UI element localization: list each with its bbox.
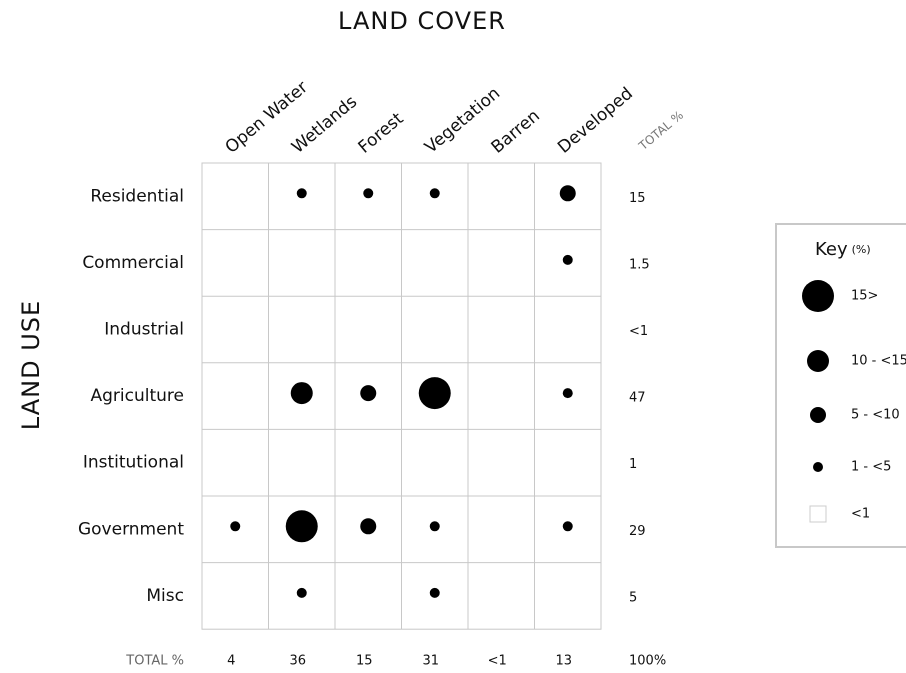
- dot: [230, 521, 241, 532]
- title: LAND COVER: [338, 7, 506, 35]
- row-label: Residential: [90, 186, 184, 206]
- row-total: <1: [629, 324, 648, 339]
- column-label: Barren: [488, 106, 544, 158]
- dot: [290, 382, 313, 405]
- dot: [363, 188, 374, 199]
- row-total: 5: [629, 590, 637, 605]
- key-box: [775, 223, 906, 548]
- column-total: 4: [227, 654, 235, 669]
- y-title: LAND USE: [17, 300, 45, 430]
- dot: [429, 587, 440, 598]
- key-label: 10 - <15: [851, 354, 906, 369]
- row-total: 47: [629, 391, 646, 406]
- dot: [429, 521, 440, 532]
- key-dot: [807, 350, 829, 372]
- dot: [285, 510, 318, 543]
- dot: [429, 188, 440, 199]
- key-unit: (%): [852, 243, 871, 256]
- row-total: 1.5: [629, 257, 650, 272]
- key-square: [809, 505, 827, 523]
- dot: [296, 587, 307, 598]
- row-label: Industrial: [104, 320, 184, 340]
- key-dot: [810, 407, 826, 423]
- key-title: Key (%): [815, 239, 871, 260]
- row-label: Commercial: [82, 253, 184, 273]
- total-header: TOTAL %: [635, 108, 686, 154]
- dot: [559, 185, 576, 202]
- total-row-label: TOTAL %: [125, 654, 184, 669]
- key-title-text: Key: [815, 239, 848, 260]
- dot: [296, 188, 307, 199]
- column-total: 100%: [629, 654, 666, 669]
- row-label: Misc: [146, 586, 184, 606]
- dot: [360, 385, 377, 402]
- row-label: Institutional: [83, 453, 184, 473]
- row-total: 29: [629, 524, 646, 539]
- column-total: 13: [555, 654, 572, 669]
- dot: [562, 254, 573, 265]
- key-label: 5 - <10: [851, 408, 900, 423]
- row-total: 1: [629, 457, 637, 472]
- column-total: <1: [488, 654, 507, 669]
- dot: [562, 388, 573, 399]
- key-label: <1: [851, 507, 870, 522]
- column-total: 31: [422, 654, 439, 669]
- column-total: 15: [356, 654, 373, 669]
- key-dot: [802, 280, 834, 312]
- dot: [360, 518, 377, 535]
- key-label: 15>: [851, 289, 878, 304]
- row-label: Agriculture: [91, 386, 185, 406]
- column-label: Developed: [554, 84, 637, 158]
- column-label: Forest: [355, 109, 408, 158]
- row-label: Government: [78, 519, 184, 539]
- column-total: 36: [289, 654, 306, 669]
- dot: [418, 377, 451, 410]
- row-total: 15: [629, 191, 646, 206]
- dot: [562, 521, 573, 532]
- key-dot: [813, 462, 823, 472]
- key-label: 1 - <5: [851, 460, 891, 475]
